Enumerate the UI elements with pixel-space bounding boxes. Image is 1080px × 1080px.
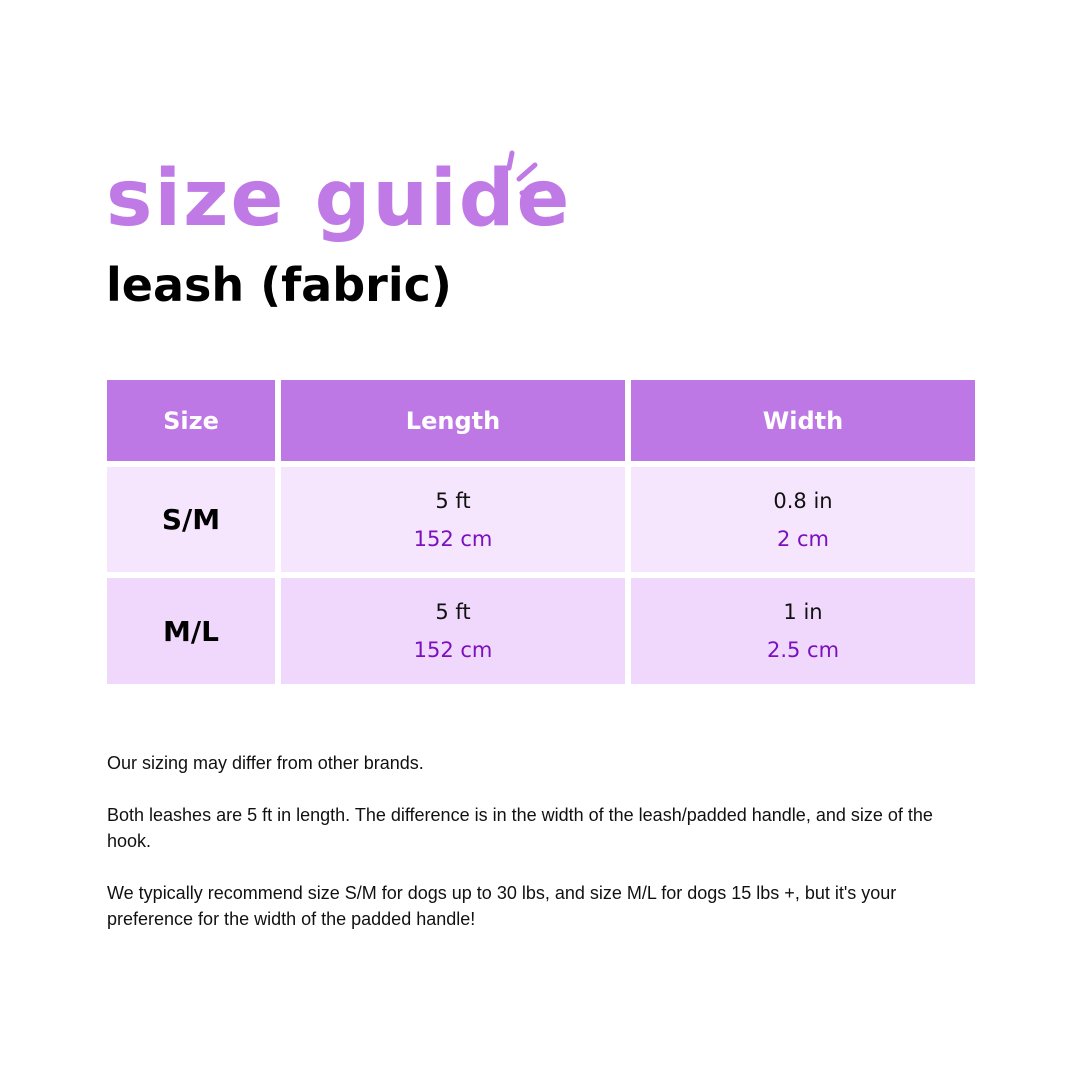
width-imperial: 1 in bbox=[783, 600, 823, 624]
length-imperial: 5 ft bbox=[435, 488, 471, 513]
header-width: Width bbox=[631, 380, 975, 461]
page-subtitle: leash (fabric) bbox=[106, 258, 452, 312]
header-size: Size bbox=[107, 380, 275, 461]
row-size: S/M bbox=[107, 467, 275, 572]
row-length: 5 ft 152 cm bbox=[281, 578, 625, 684]
header-length: Length bbox=[281, 380, 625, 461]
notes: Our sizing may differ from other brands.… bbox=[107, 750, 977, 958]
row-size: M/L bbox=[107, 578, 275, 684]
note-paragraph: We typically recommend size S/M for dogs… bbox=[107, 883, 897, 929]
length-metric: 152 cm bbox=[413, 638, 493, 662]
note-paragraph: Both leashes are 5 ft in length. The dif… bbox=[107, 805, 933, 851]
row-length: 5 ft 152 cm bbox=[281, 467, 625, 572]
length-metric: 152 cm bbox=[413, 526, 493, 551]
row-width: 0.8 in 2 cm bbox=[631, 467, 975, 572]
row-width: 1 in 2.5 cm bbox=[631, 578, 975, 684]
size-table: Size Length Width S/M 5 ft 152 cm 0.8 in… bbox=[107, 380, 975, 684]
width-metric: 2 cm bbox=[776, 526, 830, 551]
width-imperial: 0.8 in bbox=[773, 488, 833, 513]
length-imperial: 5 ft bbox=[435, 600, 471, 624]
page-title: size guide bbox=[106, 154, 572, 244]
sparkle-icon bbox=[506, 150, 549, 196]
note-paragraph: Our sizing may differ from other brands. bbox=[107, 753, 424, 773]
width-metric: 2.5 cm bbox=[766, 638, 840, 662]
